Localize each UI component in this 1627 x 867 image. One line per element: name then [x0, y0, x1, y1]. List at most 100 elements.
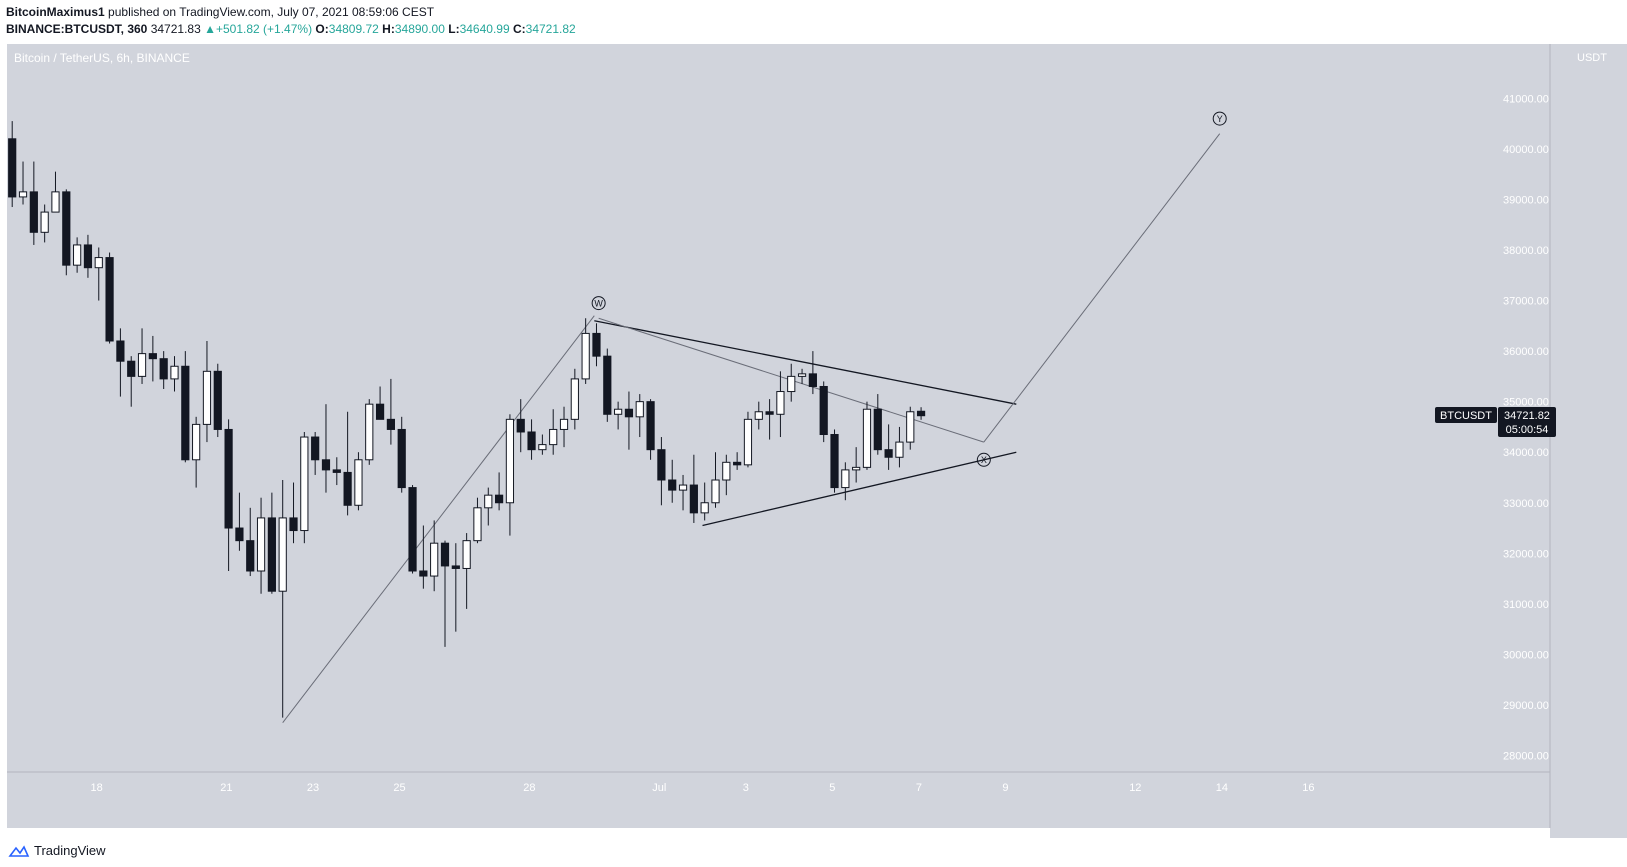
candle[interactable] [830, 429, 839, 493]
candle[interactable] [614, 401, 623, 430]
candle[interactable] [754, 401, 763, 430]
candle[interactable] [192, 416, 201, 488]
candle[interactable] [852, 447, 861, 483]
candle[interactable] [62, 189, 71, 276]
candle[interactable] [570, 368, 579, 430]
publisher-name[interactable]: BitcoinMaximus1 [6, 5, 105, 19]
candle-body-bear [646, 401, 655, 451]
candle[interactable] [83, 234, 93, 278]
candle[interactable] [202, 340, 212, 443]
candle[interactable] [343, 411, 352, 516]
candle[interactable] [213, 363, 222, 438]
candle[interactable] [657, 437, 666, 506]
candle[interactable] [397, 416, 406, 493]
candle[interactable] [430, 520, 439, 592]
candle[interactable] [495, 472, 504, 511]
candle[interactable] [73, 237, 82, 273]
candle[interactable] [18, 161, 28, 205]
candle[interactable] [689, 454, 698, 523]
candle[interactable] [722, 454, 731, 496]
trendline-lower[interactable] [702, 451, 1017, 527]
trendline-path-3[interactable] [983, 133, 1221, 443]
candle[interactable] [267, 492, 276, 594]
candle[interactable] [256, 497, 266, 594]
candle[interactable] [148, 335, 157, 382]
candle[interactable] [137, 328, 147, 384]
candle[interactable] [527, 419, 536, 460]
candle[interactable] [332, 457, 341, 486]
candle[interactable] [278, 480, 287, 718]
candle[interactable] [224, 419, 233, 571]
candle[interactable] [40, 204, 49, 243]
candle[interactable] [105, 252, 114, 344]
candle[interactable] [365, 399, 374, 465]
candle[interactable] [678, 474, 688, 511]
candle[interactable] [787, 363, 796, 402]
candle[interactable] [127, 356, 136, 407]
candle[interactable] [592, 323, 601, 367]
candle[interactable] [300, 431, 309, 544]
candle[interactable] [841, 462, 850, 501]
candle[interactable] [559, 406, 569, 448]
candle[interactable] [311, 431, 320, 475]
trendlines[interactable] [282, 133, 1221, 723]
candle[interactable] [916, 407, 926, 420]
open-value: 34809.72 [328, 22, 379, 36]
candle[interactable] [246, 507, 255, 577]
candle[interactable] [808, 351, 817, 395]
candle[interactable] [797, 368, 807, 384]
candle[interactable] [776, 371, 785, 438]
trendline-upper[interactable] [594, 320, 1017, 405]
candle[interactable] [159, 351, 168, 390]
candle[interactable] [646, 399, 655, 460]
candle[interactable] [516, 399, 525, 453]
candle[interactable] [700, 482, 709, 521]
candle[interactable] [462, 533, 471, 609]
candle[interactable] [549, 409, 558, 455]
candle[interactable] [419, 525, 428, 589]
candle[interactable] [624, 391, 634, 450]
candle[interactable] [635, 394, 644, 438]
candle[interactable] [906, 406, 915, 450]
candle[interactable] [408, 485, 417, 574]
candle[interactable] [51, 171, 60, 213]
candle[interactable] [170, 356, 179, 392]
trendline-path-1[interactable] [282, 315, 595, 723]
candle[interactable] [862, 401, 872, 470]
candle[interactable] [873, 394, 882, 455]
candle[interactable] [581, 318, 590, 384]
candles[interactable] [8, 121, 926, 718]
candle[interactable] [354, 452, 363, 511]
candle[interactable] [819, 381, 828, 443]
time-axis[interactable] [7, 772, 1550, 828]
candle[interactable] [473, 497, 482, 544]
candle[interactable] [765, 399, 774, 440]
candle[interactable] [603, 348, 612, 422]
candle[interactable] [375, 386, 385, 420]
candle[interactable] [538, 434, 547, 455]
candle[interactable] [321, 404, 331, 493]
candle[interactable] [386, 378, 395, 445]
candle[interactable] [743, 411, 753, 468]
candle[interactable] [484, 487, 493, 526]
low-label: L: [448, 22, 460, 36]
candle[interactable] [440, 540, 450, 647]
candle[interactable] [289, 482, 298, 544]
price-axis[interactable] [1550, 44, 1627, 838]
tradingview-logo[interactable]: TradingView [8, 843, 106, 858]
candle[interactable] [235, 492, 244, 551]
candle[interactable] [711, 452, 720, 508]
candle-body-bear [62, 191, 71, 266]
candle[interactable] [505, 414, 515, 536]
candle[interactable] [668, 459, 677, 503]
candle[interactable] [895, 426, 904, 468]
candle[interactable] [181, 351, 190, 463]
candle[interactable] [451, 543, 460, 632]
candle[interactable] [884, 424, 893, 470]
chart[interactable]: Bitcoin / TetherUS, 6h, BINANCE USDT 280… [0, 0, 1627, 838]
candle[interactable] [29, 161, 38, 245]
candle[interactable] [733, 452, 742, 470]
candle[interactable] [116, 328, 125, 397]
candle[interactable] [94, 247, 103, 301]
candle[interactable] [8, 121, 17, 208]
